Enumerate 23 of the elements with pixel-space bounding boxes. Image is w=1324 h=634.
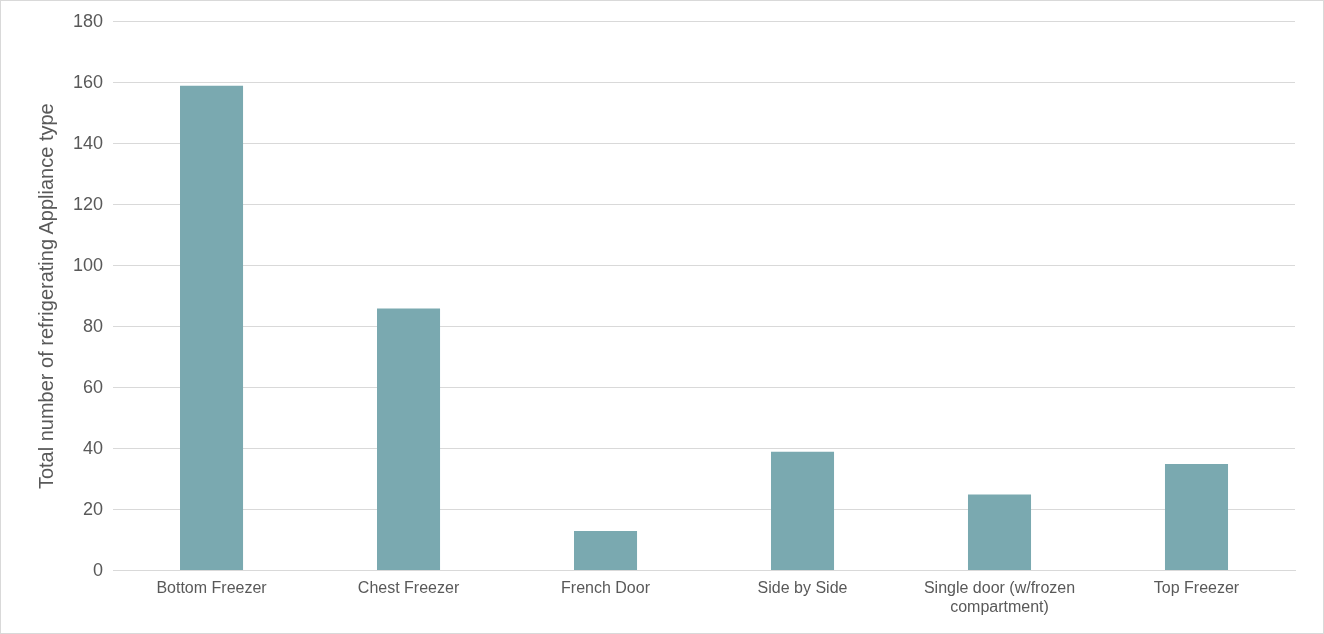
y-tick-label: 40 [83, 437, 104, 458]
y-axis-title: Total number of refrigerating Appliance type [34, 103, 57, 490]
x-tick-label: French Door [561, 578, 651, 596]
y-tick-label: 120 [72, 193, 104, 214]
bar [770, 451, 835, 571]
x-tick-label: Top Freezer [1153, 578, 1240, 596]
bar [377, 308, 441, 571]
x-tick-label: Single door (w/frozen compartment) [923, 578, 1076, 615]
bar [180, 85, 244, 571]
y-tick-label: 160 [72, 71, 104, 92]
y-tick-label: 0 [93, 559, 104, 580]
x-tick-label: Bottom Freezer [156, 578, 268, 596]
bar [574, 530, 638, 571]
y-tick-label: 80 [83, 315, 104, 336]
y-tick-label: 140 [72, 132, 104, 153]
y-tick-label: 20 [83, 498, 104, 519]
y-tick-label: 100 [72, 254, 104, 275]
y-tick-label: 180 [72, 10, 104, 31]
x-tick-label: Chest Freezer [357, 578, 460, 596]
bar [1164, 463, 1229, 571]
y-tick-label: 60 [83, 376, 104, 397]
bar [967, 494, 1032, 571]
x-tick-label: Side by Side [757, 578, 848, 596]
